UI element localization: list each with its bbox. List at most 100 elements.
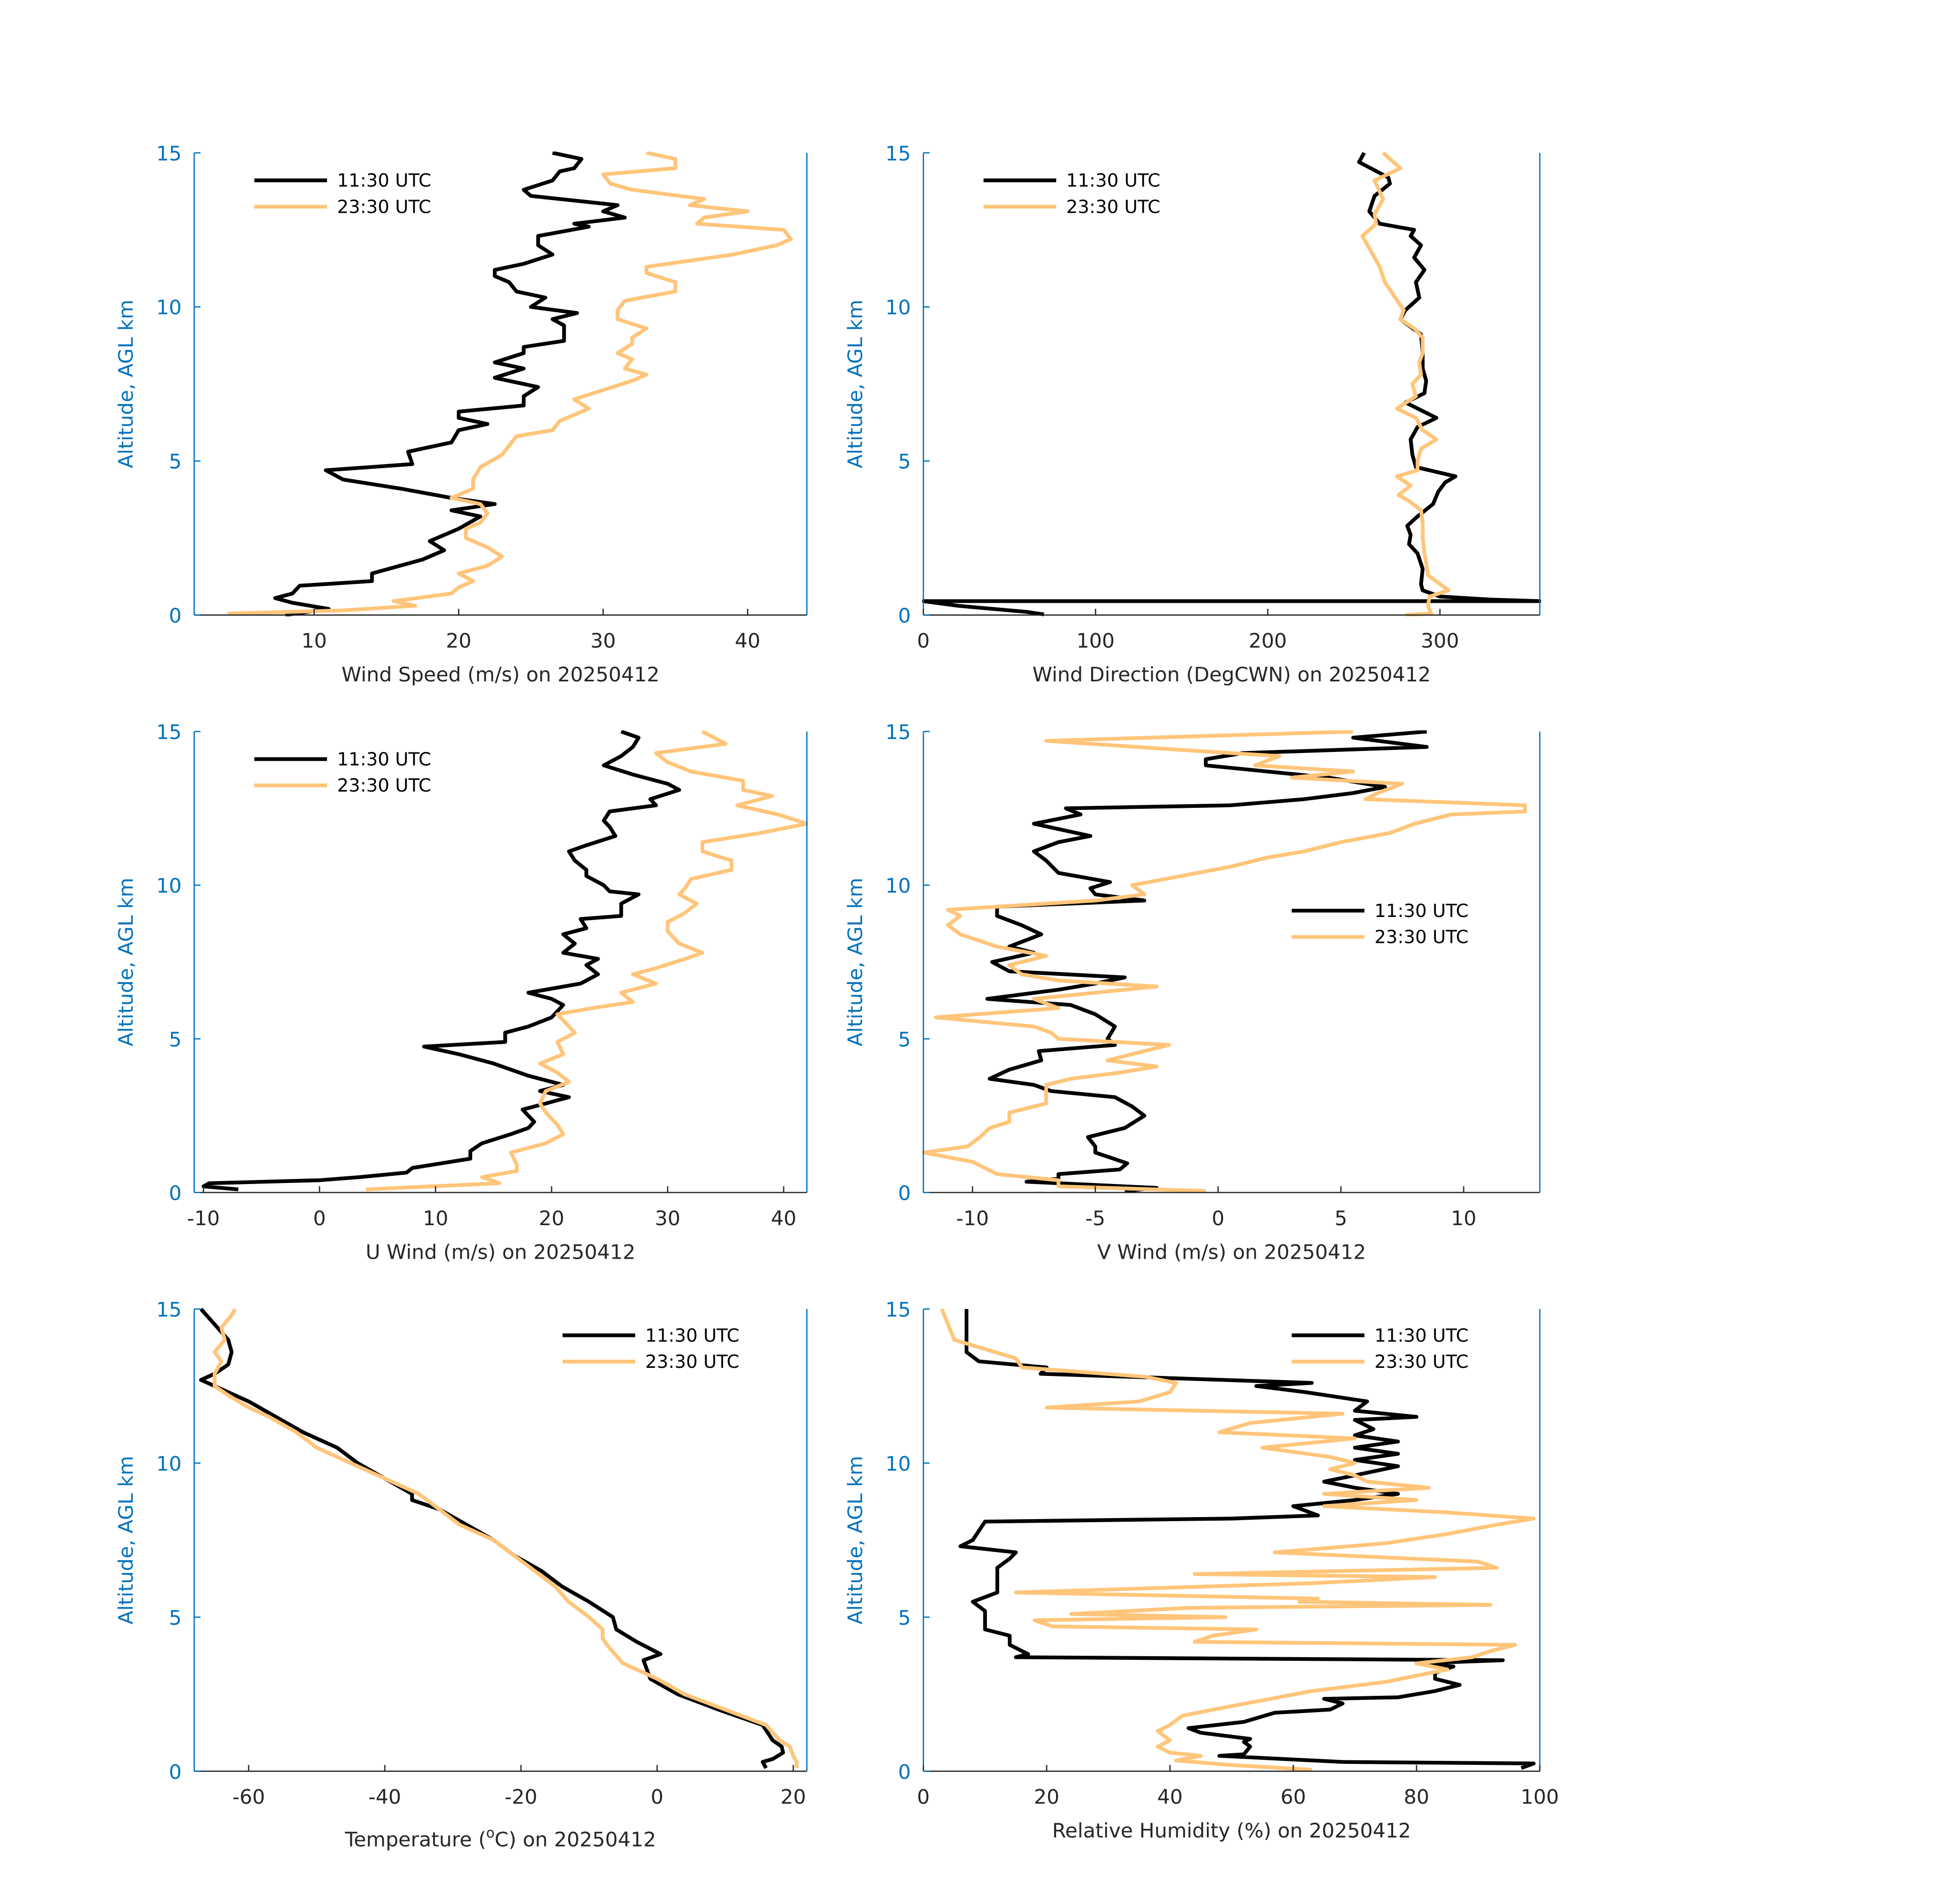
legend-label: 11:30 UTC <box>1066 171 1160 191</box>
y-tick-label: 10 <box>885 1452 911 1475</box>
panel-wind-direction: 0 100 200 300 0 5 10 15 Wind Direction (DegCWN) … <box>844 142 1541 686</box>
legend: 11:30 UTC 23:30 UTC <box>1292 1325 1468 1372</box>
y-tick-label: 5 <box>169 1606 182 1630</box>
x-tick-label: 100 <box>1076 629 1114 652</box>
y-tick-label: 15 <box>885 142 911 166</box>
x-tick-label: 0 <box>651 1786 664 1809</box>
y-axis-title: Altitude, AGL km <box>844 878 867 1046</box>
x-axis-title: Wind Direction (DegCWN) on 20250412 <box>1033 663 1431 686</box>
legend-label: 23:30 UTC <box>337 775 431 796</box>
x-axis-title-pre: Temperature ( <box>344 1828 486 1852</box>
y-axis-title: Altitude, AGL km <box>115 878 138 1046</box>
x-axis-title: U Wind (m/s) on 20250412 <box>366 1240 635 1264</box>
series-line-1130 <box>958 1309 1536 1770</box>
series-line-1130 <box>922 152 1541 616</box>
series-line-2330 <box>227 151 793 616</box>
panel-v-wind: -10 -5 0 5 10 0 5 10 15 V Wind (m/s) on 20250412 A… <box>844 721 1541 1264</box>
series-line-1130 <box>985 730 1429 1193</box>
x-tick-label: 10 <box>1451 1207 1476 1230</box>
x-tick-label: 0 <box>313 1207 326 1230</box>
legend: 11:30 UTC 23:30 UTC <box>254 171 431 217</box>
x-tick-label: 30 <box>655 1207 680 1230</box>
x-tick-label: 40 <box>771 1207 796 1230</box>
legend: 11:30 UTC 23:30 UTC <box>563 1325 739 1372</box>
y-tick-label: 5 <box>898 1606 911 1630</box>
x-axis-title: Temperature (oC) on 20250412 <box>344 1825 656 1851</box>
panel-wind-speed: 10 20 30 40 0 5 10 15 Wind Speed (m/s) on 202504… <box>115 142 808 686</box>
x-tick-label: 30 <box>590 629 616 652</box>
x-tick-label: 300 <box>1421 629 1459 652</box>
x-tick-label: 60 <box>1280 1786 1306 1809</box>
y-tick-label: 10 <box>156 874 182 898</box>
x-axis-title-sup: o <box>486 1825 495 1841</box>
legend: 11:30 UTC 23:30 UTC <box>254 749 431 796</box>
y-tick-label: 10 <box>885 296 911 319</box>
x-tick-label: 0 <box>1212 1207 1225 1230</box>
y-tick-label: 0 <box>169 1760 182 1784</box>
series-line-1130 <box>273 151 627 616</box>
y-tick-label: 10 <box>885 874 911 898</box>
x-tick-label: 20 <box>446 629 471 652</box>
x-tick-label: 40 <box>735 629 760 652</box>
panel-temperature: -60 -40 -20 0 20 0 5 10 15 Temperature (oC) on 20… <box>115 1298 808 1852</box>
series-line-2330 <box>922 730 1527 1193</box>
x-axis-title: V Wind (m/s) on 20250412 <box>1097 1240 1366 1264</box>
y-tick-label: 15 <box>156 1298 182 1322</box>
y-tick-label: 5 <box>898 1028 911 1052</box>
x-tick-label: 80 <box>1404 1786 1429 1809</box>
x-tick-label: -60 <box>233 1786 265 1809</box>
legend-label: 11:30 UTC <box>645 1325 739 1346</box>
y-tick-label: 10 <box>156 1452 182 1475</box>
y-axis-title: Altitude, AGL km <box>115 1456 138 1624</box>
y-tick-label: 5 <box>898 450 911 474</box>
y-tick-label: 15 <box>885 1298 911 1322</box>
x-axis-title: Relative Humidity (%) on 20250412 <box>1052 1819 1411 1843</box>
series-line-1130 <box>202 730 681 1192</box>
y-tick-label: 5 <box>169 450 182 474</box>
legend-label: 11:30 UTC <box>1374 1325 1468 1346</box>
x-tick-label: 20 <box>1034 1786 1059 1809</box>
legend-label: 23:30 UTC <box>1374 927 1468 948</box>
legend-label: 11:30 UTC <box>337 749 431 770</box>
y-tick-label: 15 <box>885 721 911 744</box>
y-tick-label: 0 <box>898 1181 911 1205</box>
x-axis-title: Wind Speed (m/s) on 20250412 <box>342 663 660 686</box>
series-line-2330 <box>366 730 808 1192</box>
x-tick-label: 10 <box>423 1207 448 1230</box>
x-tick-label: 5 <box>1334 1207 1347 1230</box>
y-axis-title: Altitude, AGL km <box>115 300 138 468</box>
y-tick-label: 0 <box>169 604 182 628</box>
series-line-2330 <box>213 1308 799 1768</box>
y-tick-label: 15 <box>156 721 182 744</box>
x-tick-label: -40 <box>369 1786 401 1809</box>
legend: 11:30 UTC 23:30 UTC <box>983 171 1160 217</box>
x-tick-label: 200 <box>1248 629 1287 652</box>
legend-label: 23:30 UTC <box>337 196 431 217</box>
legend: 11:30 UTC 23:30 UTC <box>1292 901 1468 948</box>
y-tick-label: 5 <box>169 1028 182 1052</box>
x-tick-label: -10 <box>187 1207 220 1230</box>
legend-label: 11:30 UTC <box>337 171 431 191</box>
y-tick-label: 10 <box>156 296 182 319</box>
y-tick-label: 0 <box>898 1760 911 1784</box>
y-axis-title: Altitude, AGL km <box>844 300 867 468</box>
x-tick-label: 0 <box>917 1786 930 1809</box>
series-line-2330 <box>940 1308 1536 1772</box>
legend-label: 23:30 UTC <box>1374 1352 1468 1372</box>
x-tick-label: -10 <box>956 1207 989 1230</box>
series-line-2330 <box>1360 151 1451 616</box>
x-tick-label: 100 <box>1521 1786 1559 1809</box>
x-tick-label: -20 <box>505 1786 537 1809</box>
x-axis-title-post: C) on 20250412 <box>495 1828 656 1852</box>
legend-label: 11:30 UTC <box>1374 901 1468 922</box>
legend-label: 23:30 UTC <box>1066 196 1160 217</box>
x-tick-label: 20 <box>780 1786 806 1809</box>
y-axis-title: Altitude, AGL km <box>844 1456 867 1624</box>
y-tick-label: 0 <box>169 1181 182 1205</box>
legend-label: 23:30 UTC <box>645 1352 739 1372</box>
x-tick-label: -5 <box>1085 1207 1105 1230</box>
x-tick-label: 20 <box>539 1207 564 1230</box>
x-tick-label: 10 <box>302 629 327 652</box>
